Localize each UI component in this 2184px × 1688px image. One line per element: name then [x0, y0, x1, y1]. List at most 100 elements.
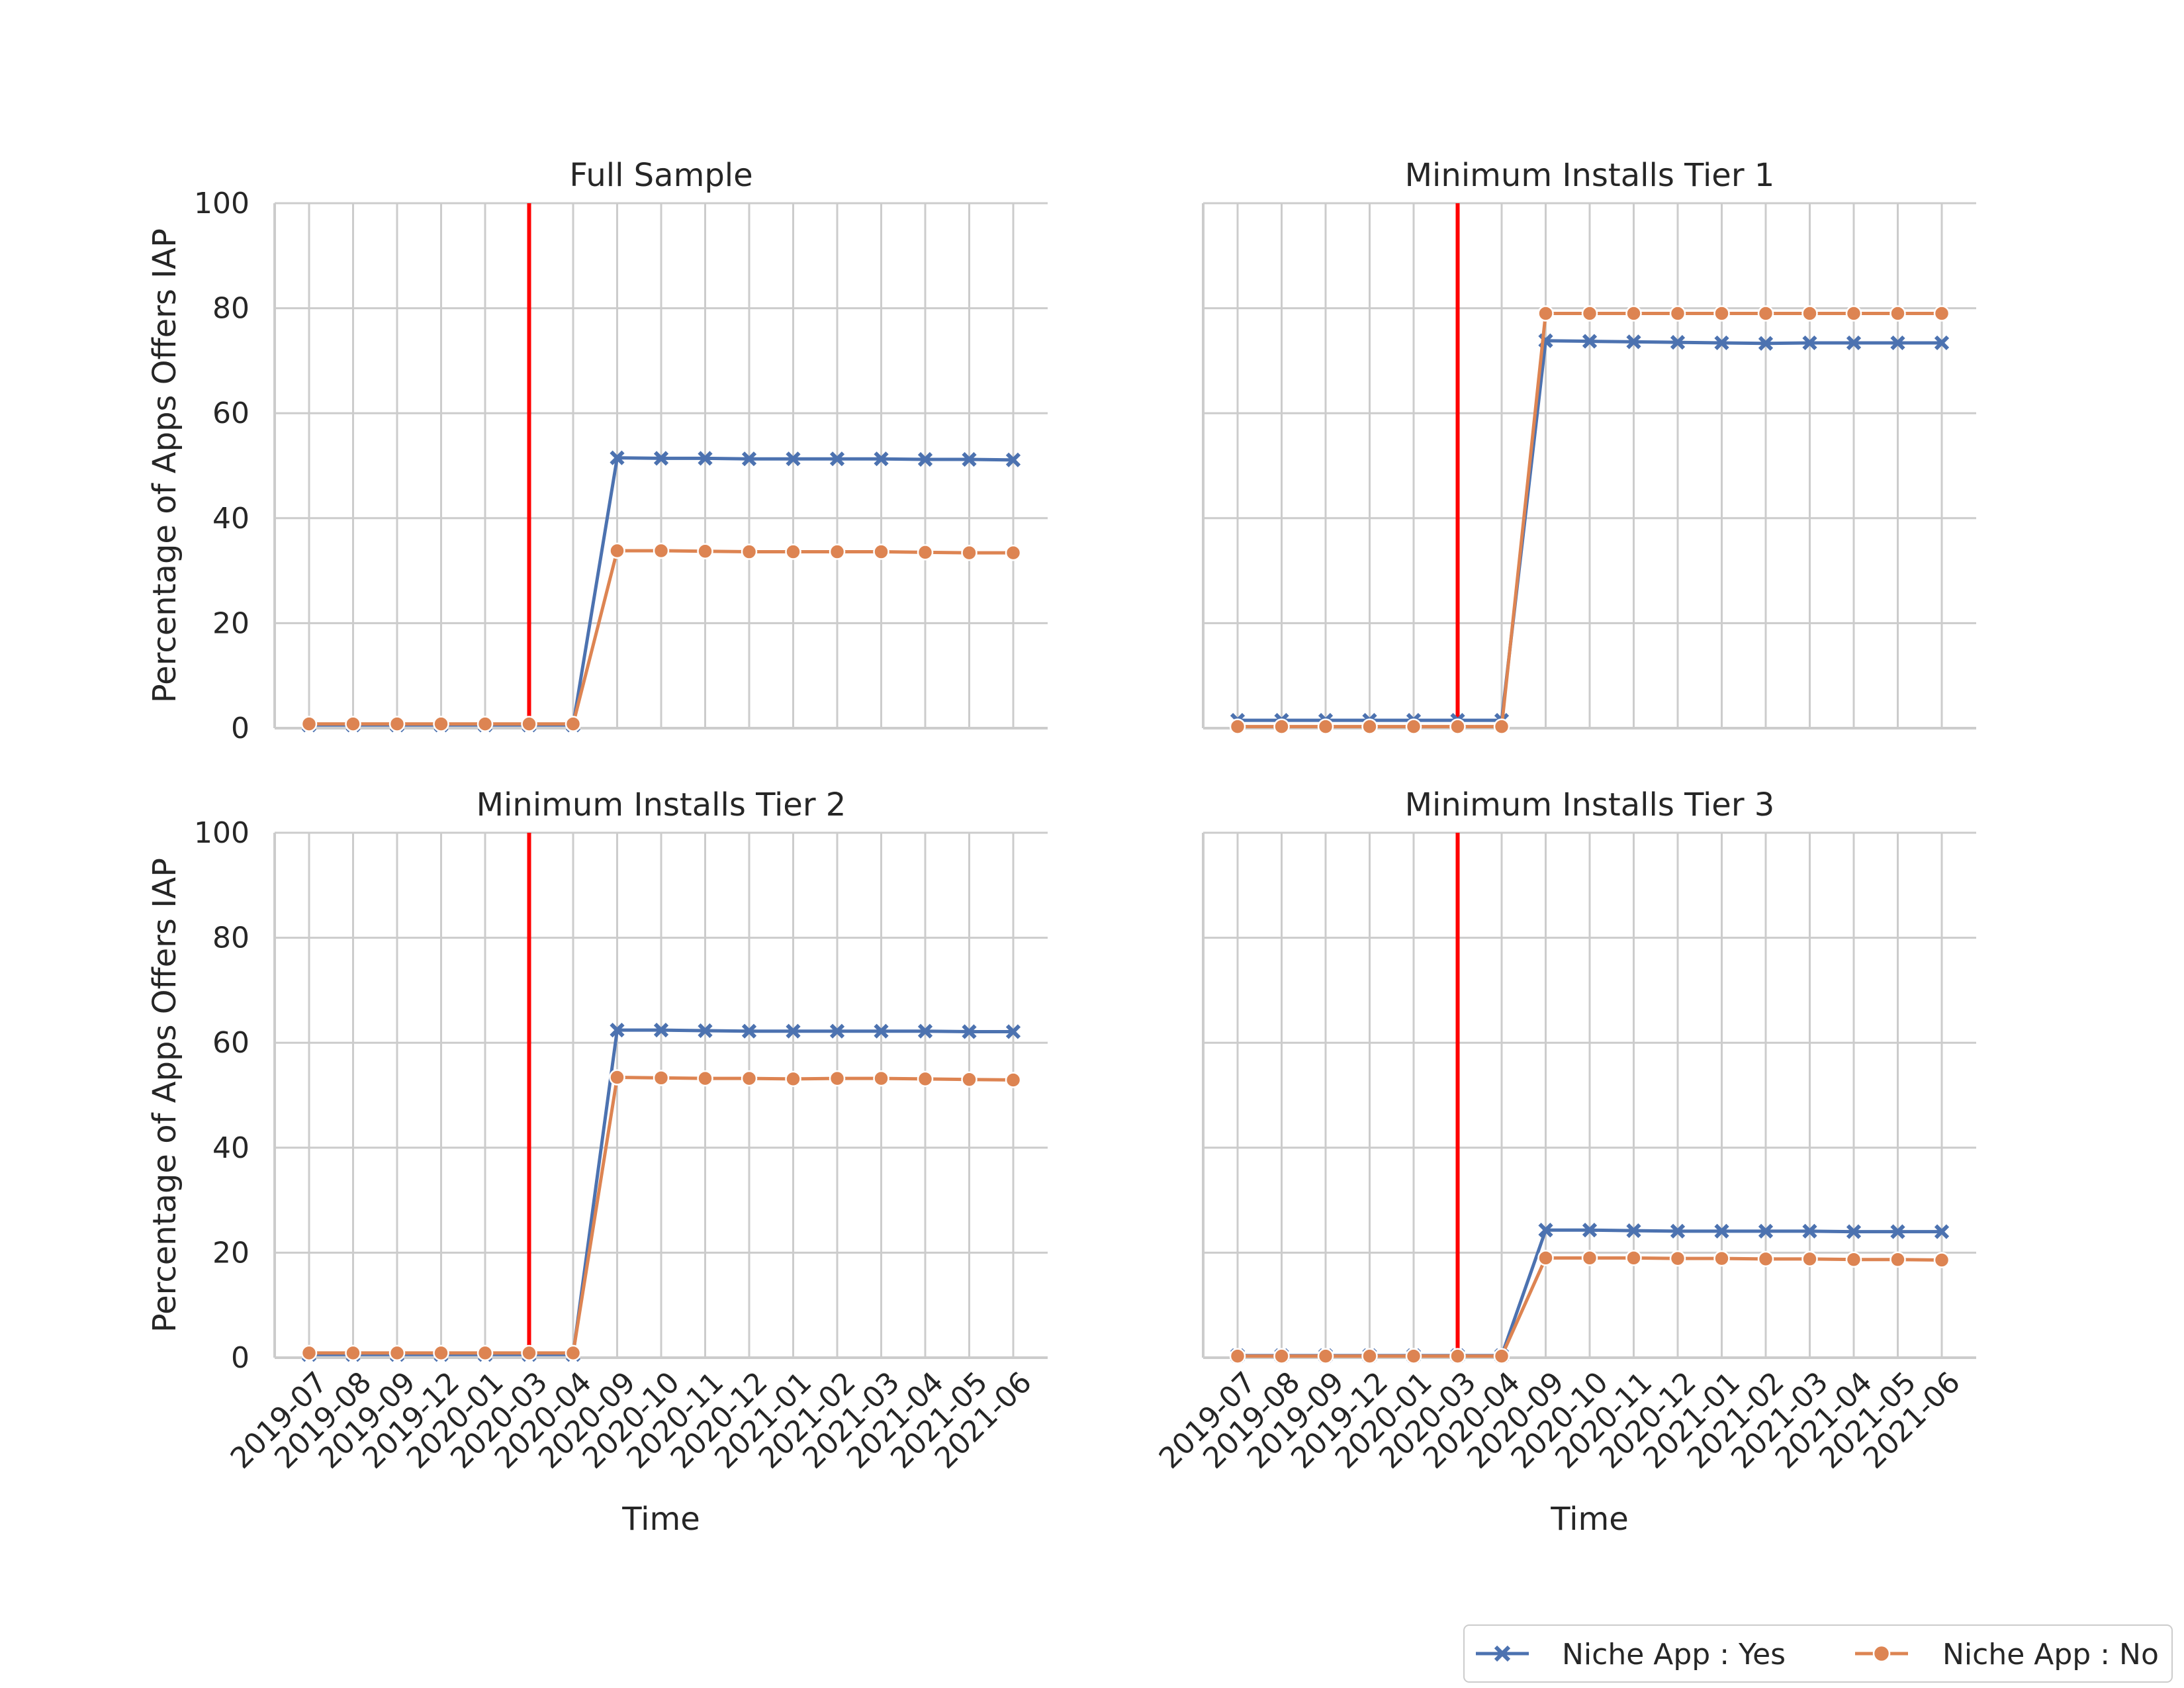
- data-point-no: [345, 716, 361, 732]
- panel-4: Minimum Installs Tier 32019-072019-08201…: [1153, 786, 1976, 1538]
- data-point-yes: [962, 1024, 977, 1039]
- y-tick-label: 40: [212, 502, 250, 536]
- data-point-no: [697, 1070, 713, 1087]
- data-point-no: [1801, 305, 1818, 322]
- data-point-yes: [917, 1023, 933, 1039]
- data-point-no: [1757, 305, 1774, 322]
- data-point-yes: [1005, 452, 1021, 467]
- data-point-no: [1361, 1348, 1378, 1364]
- legend-yes-x-marker: [1494, 1645, 1511, 1662]
- data-point-no: [477, 1344, 494, 1362]
- data-point-no: [1801, 1250, 1818, 1268]
- data-point-yes: [829, 1023, 845, 1039]
- panel-title: Full Sample: [569, 157, 752, 194]
- data-point-yes: [1758, 1223, 1774, 1239]
- data-point-no: [785, 1070, 801, 1088]
- data-point-no: [565, 1344, 582, 1362]
- data-point-yes: [786, 1023, 801, 1039]
- data-point-yes: [1846, 1224, 1862, 1239]
- data-point-no: [1625, 1250, 1642, 1266]
- data-point-yes: [653, 451, 669, 466]
- y-tick-label: 20: [212, 606, 250, 640]
- y-tick-label: 60: [212, 1026, 250, 1060]
- data-point-yes: [1582, 1223, 1598, 1238]
- data-point-no: [300, 716, 318, 732]
- data-point-no: [785, 543, 801, 560]
- data-point-yes: [1714, 1223, 1729, 1239]
- y-tick-label: 60: [212, 397, 250, 430]
- data-point-no: [1933, 305, 1950, 322]
- data-point-yes: [1670, 1223, 1686, 1239]
- data-point-yes: [874, 1023, 889, 1039]
- data-point-no: [300, 1344, 318, 1362]
- data-point-no: [477, 716, 494, 732]
- data-point-no: [609, 542, 625, 559]
- data-point-no: [433, 716, 449, 732]
- legend: Niche App : Yes Niche App : No: [1463, 1624, 2173, 1683]
- data-point-no: [1757, 1250, 1774, 1268]
- data-point-no: [873, 543, 889, 560]
- data-point-no: [1317, 1348, 1334, 1364]
- x-axis-label: Time: [621, 1501, 700, 1538]
- data-point-no: [1537, 305, 1554, 322]
- data-point-yes: [1934, 335, 1950, 351]
- data-point-no: [1405, 718, 1422, 735]
- data-point-no: [829, 1070, 846, 1087]
- data-point-no: [917, 544, 934, 561]
- data-point-no: [1889, 305, 1906, 322]
- data-point-yes: [610, 1023, 625, 1038]
- data-point-no: [917, 1070, 934, 1088]
- legend-yes-label: Niche App : Yes: [1562, 1638, 1786, 1671]
- data-point-no: [653, 542, 670, 559]
- y-tick-label: 100: [194, 816, 250, 850]
- data-point-yes: [874, 451, 889, 467]
- data-point-yes: [1714, 335, 1729, 351]
- data-point-no: [1005, 544, 1022, 561]
- data-point-no: [1005, 1072, 1022, 1088]
- data-point-no: [433, 1344, 449, 1362]
- data-point-no: [697, 543, 713, 560]
- data-point-no: [1625, 305, 1642, 322]
- data-point-no: [961, 1071, 978, 1088]
- data-point-yes: [917, 451, 933, 467]
- data-point-no: [829, 543, 846, 560]
- data-point-no: [1273, 1348, 1290, 1364]
- data-point-no: [1933, 1252, 1950, 1268]
- data-point-yes: [1626, 334, 1641, 350]
- data-point-no: [1889, 1251, 1906, 1268]
- data-point-no: [388, 716, 406, 732]
- y-axis-label: Percentage of Apps Offers IAP: [146, 228, 183, 703]
- data-point-yes: [741, 1023, 757, 1039]
- y-tick-label: 80: [212, 292, 250, 326]
- panel-title: Minimum Installs Tier 1: [1405, 157, 1775, 194]
- data-point-no: [1273, 718, 1290, 735]
- data-point-no: [1449, 718, 1466, 735]
- data-point-no: [653, 1070, 670, 1086]
- data-point-no: [1537, 1250, 1554, 1266]
- data-point-no: [1581, 305, 1598, 322]
- data-point-no: [345, 1344, 361, 1362]
- panel-3: 0 20 40 60 80 100 Minimum Installs Tier 2 Perce…: [146, 786, 1048, 1538]
- panel-1: 0 20 40 60 80 100 Full Sample Percentage of App…: [146, 157, 1048, 745]
- y-tick-label: 0: [231, 1341, 250, 1375]
- data-point-yes: [829, 451, 845, 467]
- data-point-yes: [698, 451, 713, 466]
- y-axis-label: Percentage of Apps Offers IAP: [146, 858, 183, 1333]
- data-point-no: [1361, 718, 1378, 735]
- data-point-no: [741, 543, 758, 560]
- panel-title: Minimum Installs Tier 2: [477, 786, 846, 823]
- data-point-yes: [1802, 335, 1817, 351]
- data-point-yes: [1582, 334, 1598, 349]
- data-point-no: [1405, 1348, 1422, 1364]
- panel-2: Minimum Installs Tier 1: [1202, 157, 1976, 735]
- data-point-yes: [1626, 1223, 1641, 1239]
- data-point-no: [1449, 1348, 1466, 1364]
- data-point-no: [1713, 1250, 1730, 1267]
- data-point-yes: [698, 1023, 713, 1039]
- data-point-no: [1229, 1348, 1246, 1364]
- x-axis-label: Time: [1550, 1501, 1628, 1538]
- legend-no-label: Niche App : No: [1942, 1638, 2159, 1671]
- data-point-no: [1229, 718, 1246, 735]
- data-point-no: [609, 1069, 625, 1086]
